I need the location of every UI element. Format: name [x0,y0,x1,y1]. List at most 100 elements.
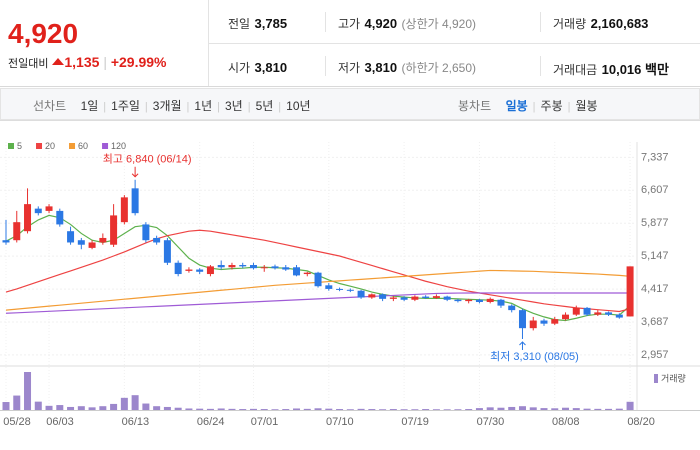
volume-bar [88,407,96,410]
candle-body [615,314,623,318]
tab-selected[interactable]: 일봉 [505,99,528,113]
stat-label: 시가 [228,61,251,75]
volume-legend: 거래량 [661,372,686,383]
candle-body [572,307,580,315]
stat-label: 고가 [338,17,361,31]
stat-value: 4,920 [364,16,398,31]
tab[interactable]: 3개월 [152,99,182,113]
volume-bar [529,407,537,410]
tab[interactable]: 5년 [255,99,274,113]
candle-body [56,210,64,225]
stat-note: (하한가 2,650) [401,61,477,75]
volume-bar [303,408,311,410]
tab-sep: | [217,101,220,113]
candle-body [529,320,537,329]
volume-bar [206,408,214,410]
volume-bar [572,408,580,410]
candle-body [196,269,204,272]
volume-bar [13,395,21,410]
volume-bar [77,406,85,410]
candle-body [293,267,301,276]
annotation-arrow [519,341,526,346]
volume-bar [508,406,516,410]
tab[interactable]: 1일 [80,99,99,113]
volume-bar [325,408,333,410]
y-tick-label: 4,417 [641,283,669,295]
legend-swatch [69,143,76,149]
candle-body [2,240,10,243]
tab[interactable]: 주봉 [540,99,563,113]
volume-bar [626,401,634,410]
candle-body [583,307,591,315]
volume-bar [120,397,128,410]
x-tick-label: 07/10 [326,416,354,428]
tab[interactable]: 3년 [224,99,243,113]
x-tick-label: 07/19 [401,416,429,428]
change-label: 전일대비 [8,58,49,70]
legend-label: 120 [111,141,126,151]
candle-body [465,299,473,302]
x-tick-label: 06/03 [46,416,74,428]
stat: 전일 3,785 [228,15,287,33]
candle-body [325,285,333,289]
legend-swatch [36,143,43,149]
stat-value: 3,810 [254,60,288,75]
candle-body [368,294,376,298]
candle-body [228,265,236,268]
x-tick-label: 07/30 [477,416,505,428]
volume-bar [260,409,268,410]
legend-label: 5 [17,141,22,151]
volume-bar [454,409,462,410]
candle-body [13,222,21,241]
volume-bar [411,409,419,410]
candle-body [282,267,290,270]
legend-swatch [8,143,14,149]
legend-label: 60 [78,141,88,151]
y-tick-label: 6,607 [641,184,669,196]
candle-body [422,296,430,298]
candle-body [518,310,526,329]
volume-bar [196,408,204,410]
divider [540,12,541,32]
volume-bar [131,395,139,410]
x-tick-label: 06/13 [122,416,150,428]
ma-line [5,214,631,322]
volume-bar [314,408,322,410]
divider [208,43,700,44]
tab[interactable]: 1년 [194,99,213,113]
tab-sep: | [144,101,148,113]
x-tick-label: 06/24 [197,416,225,428]
candle-body [357,290,365,298]
y-tick-label: 2,957 [641,349,669,361]
candle-body [626,266,634,317]
tab-group-label: 봉차트 [458,99,492,113]
candle-body [454,299,462,302]
volume-bar [497,407,505,410]
tab-sep: | [532,101,536,113]
candle-body [303,272,311,275]
candle-body [88,242,96,248]
tab[interactable]: 10년 [286,99,311,113]
stat-label: 저가 [338,61,361,75]
volume-bar [185,408,193,410]
candle-body [336,288,344,290]
stat-label: 거래대금 [553,63,598,77]
candle-body [217,265,225,268]
candle-body [260,267,268,269]
tab-sep: | [278,101,282,113]
tab[interactable]: 1주일 [111,99,140,113]
tab[interactable]: 월봉 [575,99,598,113]
candle-body [486,298,494,303]
candle-body [605,312,613,315]
stat-note: (상한가 4,920) [401,17,477,31]
candle-body [508,305,516,311]
volume-bar [174,407,182,410]
volume-bar [67,406,75,410]
tab-sep: | [247,101,251,113]
volume-bar [2,402,10,410]
candle-body [497,299,505,306]
volume-bar [379,409,387,410]
volume-bar [540,408,548,410]
stat-value: 3,785 [254,16,288,31]
volume-bar [422,409,430,410]
